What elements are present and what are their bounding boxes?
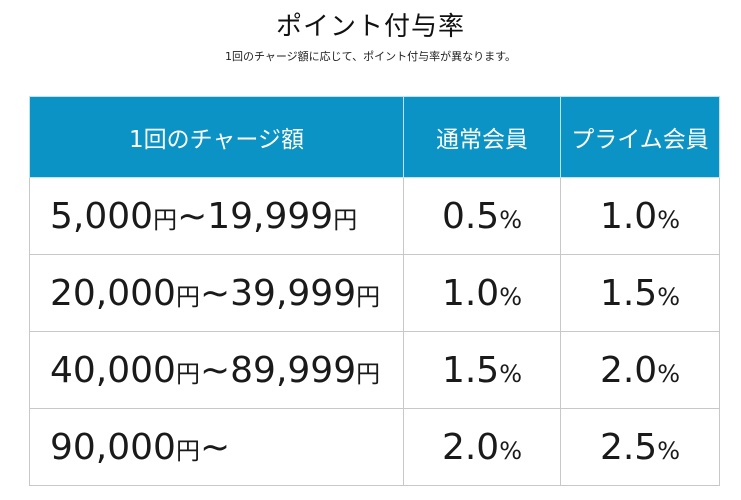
charge-range-cell: 5,000円~19,999円 — [29, 177, 404, 255]
prime-rate: 1.0 — [599, 195, 658, 237]
charge-range-cell: 40,000円~89,999円 — [29, 331, 404, 409]
charge-range-cell: 20,000円~39,999円 — [29, 254, 404, 332]
table-row: 20,000円~39,999円 1.0% 1.5% — [29, 254, 720, 332]
regular-rate-cell: 0.5% — [403, 177, 561, 255]
regular-rate: 0.5 — [441, 195, 500, 237]
regular-rate: 1.5 — [441, 349, 500, 391]
range-separator: ~ — [177, 195, 208, 237]
prime-rate-unit: % — [657, 359, 681, 388]
table-header-row: 1回のチャージ額 通常会員 プライム会員 — [29, 96, 720, 178]
regular-rate-cell: 1.5% — [403, 331, 561, 409]
range-min-unit: 円 — [175, 282, 200, 311]
range-separator: ~ — [199, 272, 231, 314]
range-min: 40,000 — [50, 349, 176, 391]
range-separator: ~ — [199, 349, 231, 391]
regular-rate-unit: % — [499, 359, 523, 388]
prime-rate-cell: 2.0% — [560, 331, 720, 409]
regular-rate-cell: 1.0% — [403, 254, 561, 332]
range-max: 89,999 — [230, 349, 357, 391]
regular-rate: 2.0 — [441, 426, 500, 468]
regular-rate-unit: % — [499, 205, 523, 234]
range-min-unit: 円 — [153, 205, 178, 234]
range-max-unit: 円 — [333, 205, 358, 234]
charge-range-cell: 90,000円~ — [29, 408, 404, 486]
prime-rate: 2.5 — [599, 426, 658, 468]
regular-rate: 1.0 — [441, 272, 500, 314]
range-min: 20,000 — [50, 272, 176, 314]
prime-rate-cell: 1.0% — [560, 177, 720, 255]
table-row: 5,000円~19,999円 0.5% 1.0% — [29, 177, 720, 255]
range-max: 19,999 — [207, 195, 334, 237]
regular-rate-cell: 2.0% — [403, 408, 561, 486]
regular-rate-unit: % — [499, 436, 523, 465]
prime-rate-cell: 2.5% — [560, 408, 720, 486]
prime-rate: 1.5 — [599, 272, 658, 314]
page-subtitle: 1回のチャージ額に応じて、ポイント付与率が異なります。 — [224, 50, 517, 63]
range-min: 90,000 — [50, 426, 176, 468]
prime-rate-unit: % — [657, 205, 681, 234]
range-max-unit: 円 — [356, 359, 381, 388]
range-max-unit: 円 — [356, 282, 381, 311]
range-max: 39,999 — [230, 272, 357, 314]
header-charge-amount: 1回のチャージ額 — [29, 96, 404, 178]
range-min-unit: 円 — [175, 436, 200, 465]
range-separator: ~ — [199, 426, 231, 468]
range-min-unit: 円 — [175, 359, 200, 388]
range-min: 5,000 — [50, 195, 154, 237]
table-row: 90,000円~ 2.0% 2.5% — [29, 408, 720, 486]
prime-rate: 2.0 — [599, 349, 658, 391]
prime-rate-unit: % — [657, 282, 681, 311]
regular-rate-unit: % — [499, 282, 523, 311]
page-title: ポイント付与率 — [275, 12, 465, 42]
prime-rate-cell: 1.5% — [560, 254, 720, 332]
header-regular-member: 通常会員 — [403, 96, 561, 178]
point-rate-table: 1回のチャージ額 通常会員 プライム会員 5,000円~19,999円 0.5%… — [29, 96, 720, 486]
header-prime-member: プライム会員 — [560, 96, 720, 178]
prime-rate-unit: % — [657, 436, 681, 465]
table-row: 40,000円~89,999円 1.5% 2.0% — [29, 331, 720, 409]
